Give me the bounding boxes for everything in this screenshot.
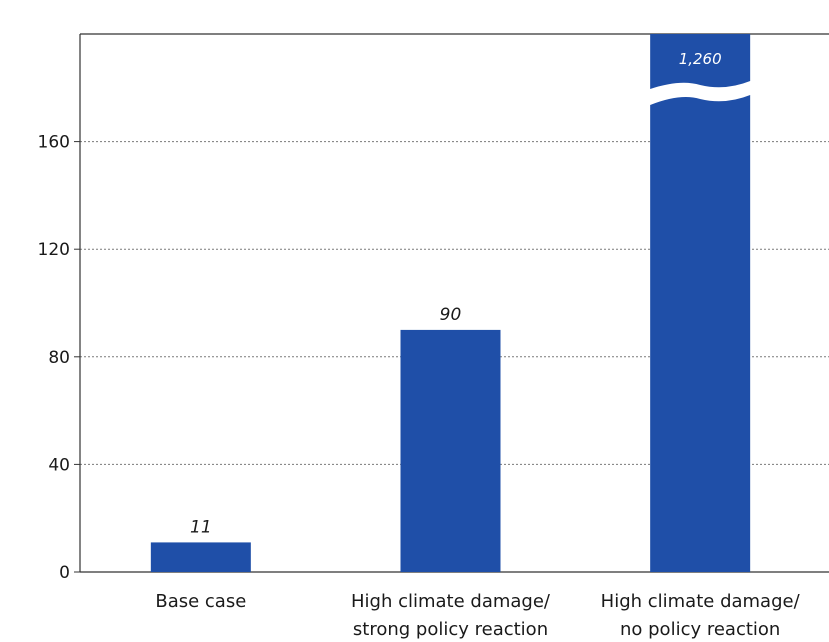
y-tick-label: 40 bbox=[48, 455, 70, 475]
labels: 0 40 80 120 160 11 Base case 90 High climate dam… bbox=[38, 50, 801, 640]
value-label: 1,260 bbox=[679, 50, 722, 68]
y-tick-label: 160 bbox=[38, 133, 70, 153]
category-label: no policy reaction bbox=[620, 619, 780, 640]
bar bbox=[650, 95, 751, 572]
category-label: Base case bbox=[155, 591, 246, 612]
category-label: High climate damage/ bbox=[601, 591, 801, 612]
y-tick-label: 120 bbox=[38, 240, 70, 260]
bar bbox=[400, 329, 501, 572]
bars bbox=[150, 34, 751, 572]
category-label: High climate damage/ bbox=[351, 591, 551, 612]
bar-break-cap bbox=[650, 34, 751, 89]
y-tick-label: 0 bbox=[59, 563, 70, 583]
value-label: 90 bbox=[440, 305, 462, 325]
value-label: 11 bbox=[190, 517, 212, 537]
bar bbox=[150, 542, 251, 572]
y-tick-label: 80 bbox=[48, 348, 70, 368]
category-label: strong policy reaction bbox=[353, 619, 548, 640]
